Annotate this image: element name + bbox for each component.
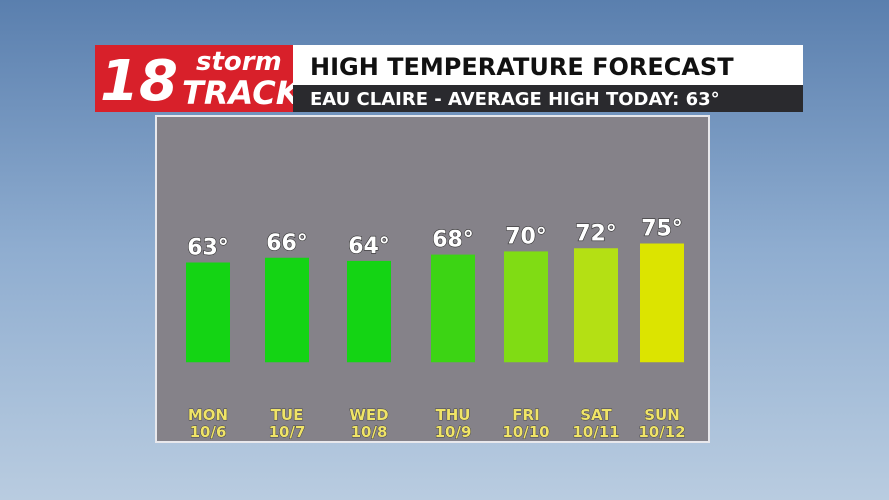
x-tick-label: FRI (512, 406, 539, 424)
x-tick-date: 10/9 (435, 423, 472, 441)
value-label: 68° (432, 228, 474, 253)
x-tick-label: THU (436, 406, 471, 424)
value-label: 75° (641, 217, 683, 242)
value-label: 72° (575, 221, 617, 246)
bar (347, 260, 391, 363)
bar (504, 251, 548, 363)
chart-subtitle: EAU CLAIRE - AVERAGE HIGH TODAY: 63° (310, 89, 720, 110)
logo-word: storm (196, 47, 282, 77)
x-tick-label: SAT (580, 406, 612, 424)
bar (186, 262, 230, 363)
x-tick-date: 10/8 (351, 423, 388, 441)
value-label: 66° (266, 231, 308, 256)
x-tick-date: 10/7 (269, 423, 306, 441)
subtitle-bar (293, 85, 803, 112)
x-tick-label: MON (188, 406, 228, 424)
chart-title: HIGH TEMPERATURE FORECAST (310, 53, 734, 81)
logo-box (95, 45, 293, 112)
bar (640, 243, 684, 363)
x-tick-date: 10/11 (572, 423, 619, 441)
x-tick-label: WED (349, 406, 388, 424)
x-tick-label: SUN (644, 406, 680, 424)
x-tick-label: TUE (271, 406, 304, 424)
x-tick-date: 10/12 (638, 423, 685, 441)
bar (574, 248, 618, 363)
logo-number: 18 (100, 49, 178, 114)
bar (431, 254, 475, 363)
value-label: 64° (348, 234, 390, 259)
x-tick-date: 10/6 (190, 423, 227, 441)
value-label: 63° (187, 236, 229, 261)
value-label: 70° (505, 224, 547, 249)
bar (265, 257, 309, 363)
title-bar (293, 45, 803, 85)
logo-word: TRACK (182, 74, 303, 112)
x-tick-date: 10/10 (502, 423, 549, 441)
